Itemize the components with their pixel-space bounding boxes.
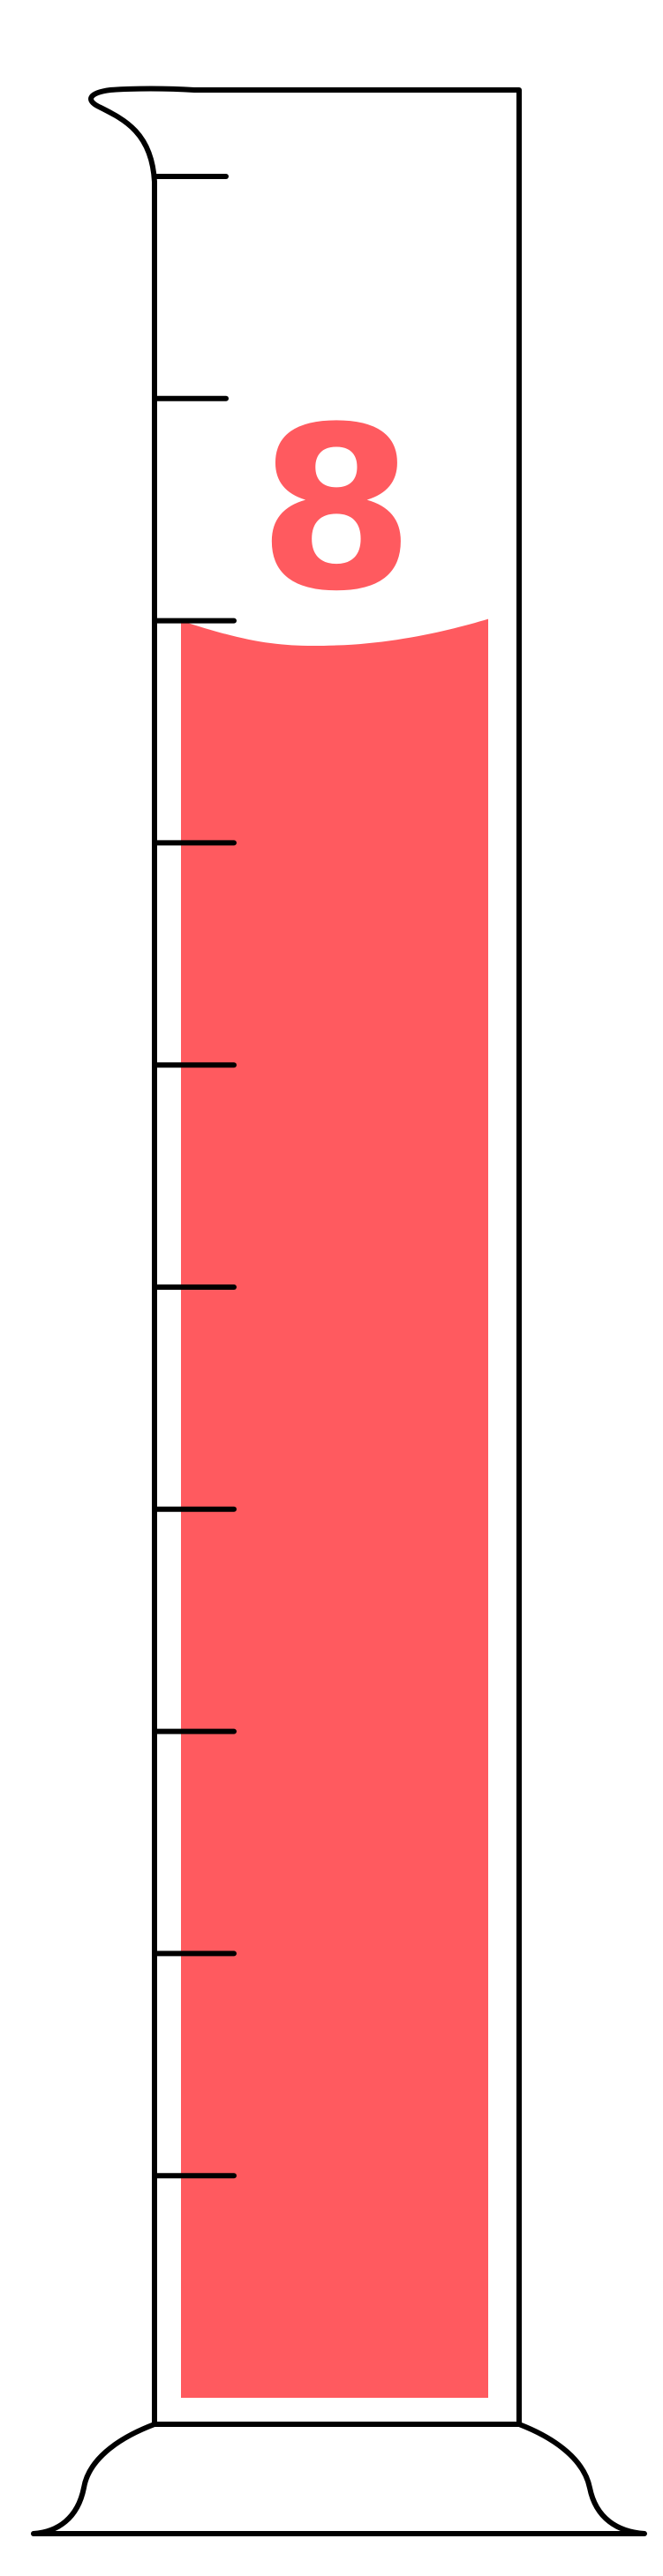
cylinder-base [31,2422,647,2536]
cylinder-outline [31,86,647,2536]
level-reading: 8 [258,379,414,641]
graduation-marks [154,174,237,2179]
liquid [181,618,488,2398]
cylinder-tube [88,86,522,2427]
liquid-fill [181,618,488,2398]
